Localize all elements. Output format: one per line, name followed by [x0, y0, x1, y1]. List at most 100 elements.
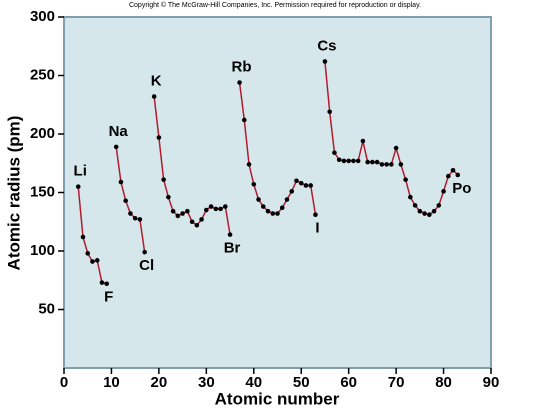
data-point [94, 258, 100, 263]
data-point [180, 211, 185, 216]
element-label: F [104, 289, 113, 306]
plot-area [63, 16, 492, 369]
data-point [123, 198, 128, 203]
x-tick-label: 80 [435, 374, 452, 391]
data-point [294, 178, 299, 184]
data-point [341, 158, 347, 164]
data-point [251, 182, 257, 187]
x-tick-label: 50 [293, 374, 310, 391]
data-point [204, 207, 209, 213]
data-point [137, 217, 143, 222]
element-label: Na [109, 123, 129, 140]
data-point [298, 180, 304, 186]
data-point [422, 211, 427, 216]
y-tick-label: 250 [30, 66, 55, 83]
data-point [379, 162, 385, 167]
data-point [113, 144, 119, 150]
data-point [441, 189, 446, 194]
data-point [431, 208, 437, 214]
data-point [161, 177, 166, 182]
data-point [365, 159, 370, 165]
data-point [151, 94, 157, 99]
data-point [436, 203, 442, 208]
x-tick-label: 90 [483, 374, 500, 391]
data-point [289, 189, 295, 194]
x-tick-label: 30 [198, 374, 215, 391]
data-point [90, 259, 95, 264]
x-tick-label: 10 [103, 374, 120, 391]
data-point [75, 184, 81, 189]
data-point [336, 157, 342, 163]
element-label: Cl [139, 257, 154, 274]
copyright: Copyright © The McGraw-Hill Companies, I… [129, 1, 421, 9]
data-point [313, 212, 318, 218]
data-point [265, 208, 271, 214]
y-tick-label: 100 [30, 242, 55, 259]
element-label: Rb [232, 58, 252, 75]
data-point [208, 204, 214, 209]
data-point [370, 159, 375, 165]
data-point [237, 80, 242, 85]
data-point [308, 183, 314, 188]
element-label: Br [224, 240, 241, 257]
data-point [412, 203, 418, 208]
x-tick-label: 0 [60, 374, 68, 391]
data-point [218, 206, 223, 212]
y-tick-label: 200 [30, 125, 55, 142]
data-point [199, 217, 204, 222]
data-point [166, 194, 171, 200]
data-point [384, 162, 389, 167]
data-point [355, 158, 361, 164]
data-point [351, 158, 356, 164]
data-point [175, 213, 181, 219]
y-axis-label: Atomic radius (pm) [4, 116, 23, 271]
data-point [104, 281, 109, 287]
data-point [85, 251, 91, 256]
data-point [227, 232, 233, 237]
x-axis-label: Atomic number [215, 389, 340, 408]
data-point [270, 211, 276, 216]
data-point [213, 206, 219, 212]
data-point [455, 172, 461, 178]
data-point [275, 211, 280, 216]
element-label: I [315, 220, 319, 237]
data-point [256, 197, 261, 202]
data-point [374, 159, 380, 165]
element-label: K [151, 73, 162, 90]
data-point [403, 177, 408, 182]
data-point [246, 162, 252, 167]
data-point [241, 117, 247, 123]
data-point [260, 204, 266, 209]
data-point [446, 173, 451, 179]
data-point [408, 194, 413, 200]
data-point [398, 162, 404, 167]
data-point [223, 204, 228, 209]
element-label: Li [74, 163, 87, 180]
data-point [346, 158, 351, 164]
data-point [279, 205, 285, 211]
data-point [393, 145, 399, 151]
data-point [99, 280, 105, 285]
x-tick-label: 70 [388, 374, 405, 391]
data-point [132, 215, 138, 221]
y-tick-label: 300 [30, 8, 55, 25]
data-point [389, 162, 394, 167]
data-point [332, 150, 337, 156]
data-point [142, 249, 147, 255]
data-point [189, 219, 195, 225]
data-point [128, 211, 133, 216]
x-tick-label: 60 [340, 374, 357, 391]
x-tick-label: 40 [245, 374, 262, 391]
data-point [156, 135, 162, 140]
y-tick-label: 50 [38, 300, 55, 317]
x-tick-label: 20 [151, 374, 168, 391]
data-point [303, 183, 309, 188]
element-label: Cs [317, 37, 336, 54]
data-point [427, 212, 432, 218]
data-point [185, 208, 190, 214]
data-point [170, 208, 176, 214]
data-point [360, 138, 366, 144]
data-point [322, 59, 328, 64]
element-label: Po [452, 180, 471, 197]
